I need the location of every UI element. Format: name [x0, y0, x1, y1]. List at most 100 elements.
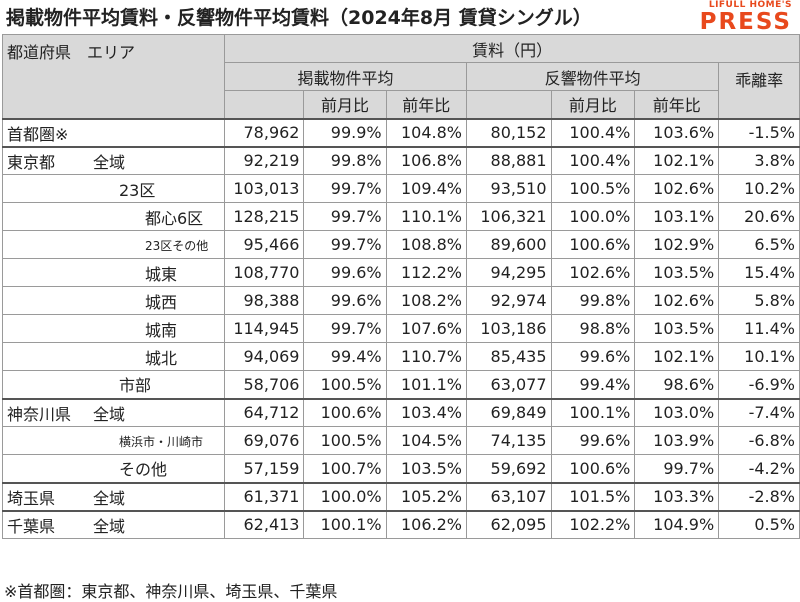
area-name: 23区その他	[145, 239, 209, 253]
listed-yoy-cell: 112.2%	[385, 258, 467, 287]
header-listed-blank	[224, 90, 305, 119]
brand-logo: LIFULL HOME'S PRESS	[672, 0, 792, 34]
header-listed-mom: 前月比	[303, 90, 387, 119]
response-yoy-cell: 103.6%	[634, 117, 720, 147]
response-mom-cell: 100.6%	[550, 454, 636, 483]
listed-rent-cell: 78,962	[224, 117, 305, 147]
table-row: 23区 103,013 99.7% 109.4% 93,510 100.5% 102.6% 1…	[1, 174, 800, 203]
response-rent-cell: 63,077	[465, 370, 552, 399]
response-rent-cell: 89,600	[465, 230, 552, 259]
listed-rent-cell: 61,371	[224, 481, 305, 511]
response-mom-cell: 99.6%	[550, 426, 636, 455]
header-rent: 賃料（円）	[224, 34, 800, 63]
listed-rent-cell: 114,945	[224, 314, 305, 343]
table-row: 城東 108,770 99.6% 112.2% 94,295 102.6% 103.5% 15…	[1, 258, 800, 287]
area-cell: 城東	[1, 258, 226, 287]
listed-yoy-cell: 103.5%	[385, 454, 467, 483]
listed-rent-cell: 57,159	[224, 454, 305, 483]
divergence-cell: 11.4%	[718, 314, 800, 343]
area-cell: 都心6区	[1, 202, 226, 231]
header-area: 都道府県 エリア	[1, 34, 226, 119]
listed-yoy-cell: 104.8%	[385, 117, 467, 147]
area-name: 全域	[93, 404, 126, 424]
table-row: 東京都 全域 92,219 99.8% 106.8% 88,881 100.4% 102.1%…	[1, 145, 800, 175]
response-yoy-cell: 98.6%	[634, 370, 720, 399]
listed-mom-cell: 99.6%	[303, 258, 387, 287]
listed-mom-cell: 100.7%	[303, 454, 387, 483]
listed-yoy-cell: 110.1%	[385, 202, 467, 231]
listed-rent-cell: 95,466	[224, 230, 305, 259]
area-cell: 市部	[1, 370, 226, 399]
header-row-2: 掲載物件平均 反響物件平均 乖離率	[3, 62, 800, 119]
response-mom-cell: 102.2%	[550, 509, 636, 539]
response-mom-cell: 100.6%	[550, 230, 636, 259]
listed-rent-cell: 69,076	[224, 426, 305, 455]
listed-mom-cell: 100.5%	[303, 370, 387, 399]
response-rent-cell: 80,152	[465, 117, 552, 147]
area-name: 全域	[93, 488, 126, 508]
table-row: 城南 114,945 99.7% 107.6% 103,186 98.8% 103.5% 11…	[1, 314, 800, 343]
response-mom-cell: 101.5%	[550, 481, 636, 511]
divergence-cell: 3.8%	[718, 145, 800, 175]
listed-rent-cell: 108,770	[224, 258, 305, 287]
response-mom-cell: 100.0%	[550, 202, 636, 231]
divergence-cell: 20.6%	[718, 202, 800, 231]
divergence-cell: 10.1%	[718, 342, 800, 371]
area-cell: 東京都 全域	[1, 145, 226, 175]
table-row: 23区その他 95,466 99.7% 108.8% 89,600 100.6% 102.9…	[1, 230, 800, 259]
area-name: 全域	[93, 516, 126, 536]
area-cell: 首都圏※	[1, 117, 226, 147]
area-name: 城東	[145, 264, 178, 284]
divergence-cell: -7.4%	[718, 397, 800, 427]
table-row: 城西 98,388 99.6% 108.2% 92,974 99.8% 102.6% 5.8%	[1, 286, 800, 315]
area-cell: 横浜市・川崎市	[1, 426, 226, 455]
listed-rent-cell: 128,215	[224, 202, 305, 231]
divergence-cell: 0.5%	[718, 509, 800, 539]
response-mom-cell: 98.8%	[550, 314, 636, 343]
rent-table: 都道府県 エリア 賃料（円） 掲載物件平均 反響物件平均 乖離率 前月比 前年比…	[1, 34, 800, 539]
divergence-cell: -6.9%	[718, 370, 800, 399]
header-row-1: 都道府県 エリア 賃料（円）	[1, 34, 800, 119]
listed-rent-cell: 103,013	[224, 174, 305, 203]
prefecture-name: 神奈川県	[7, 404, 72, 424]
response-yoy-cell: 102.9%	[634, 230, 720, 259]
area-name: 城北	[145, 348, 178, 368]
response-yoy-cell: 103.5%	[634, 258, 720, 287]
header-response: 反響物件平均	[465, 62, 720, 91]
response-yoy-cell: 104.9%	[634, 509, 720, 539]
response-yoy-cell: 103.9%	[634, 426, 720, 455]
listed-mom-cell: 100.5%	[303, 426, 387, 455]
listed-rent-cell: 98,388	[224, 286, 305, 315]
listed-mom-cell: 99.4%	[303, 342, 387, 371]
divergence-cell: 5.8%	[718, 286, 800, 315]
listed-yoy-cell: 106.2%	[385, 509, 467, 539]
response-rent-cell: 103,186	[465, 314, 552, 343]
response-rent-cell: 106,321	[465, 202, 552, 231]
prefecture-name: 千葉県	[7, 516, 56, 536]
response-mom-cell: 99.6%	[550, 342, 636, 371]
listed-yoy-cell: 108.8%	[385, 230, 467, 259]
response-rent-cell: 88,881	[465, 145, 552, 175]
area-cell: 神奈川県 全域	[1, 397, 226, 427]
table-row: 城北 94,069 99.4% 110.7% 85,435 99.6% 102.1% 10.1…	[1, 342, 800, 371]
listed-mom-cell: 99.6%	[303, 286, 387, 315]
area-name: 全域	[93, 152, 126, 172]
listed-yoy-cell: 107.6%	[385, 314, 467, 343]
listed-mom-cell: 99.7%	[303, 314, 387, 343]
table-row: 埼玉県 全域 61,371 100.0% 105.2% 63,107 101.5% 103.3…	[1, 481, 800, 511]
response-mom-cell: 99.4%	[550, 370, 636, 399]
response-rent-cell: 74,135	[465, 426, 552, 455]
response-mom-cell: 102.6%	[550, 258, 636, 287]
listed-yoy-cell: 105.2%	[385, 481, 467, 511]
response-mom-cell: 100.1%	[550, 397, 636, 427]
divergence-cell: 6.5%	[718, 230, 800, 259]
header-response-yoy: 前年比	[634, 90, 720, 119]
response-rent-cell: 69,849	[465, 397, 552, 427]
response-yoy-cell: 102.6%	[634, 286, 720, 315]
listed-yoy-cell: 110.7%	[385, 342, 467, 371]
listed-mom-cell: 99.9%	[303, 117, 387, 147]
listed-yoy-cell: 108.2%	[385, 286, 467, 315]
response-yoy-cell: 103.0%	[634, 397, 720, 427]
response-rent-cell: 85,435	[465, 342, 552, 371]
divergence-cell: -6.8%	[718, 426, 800, 455]
